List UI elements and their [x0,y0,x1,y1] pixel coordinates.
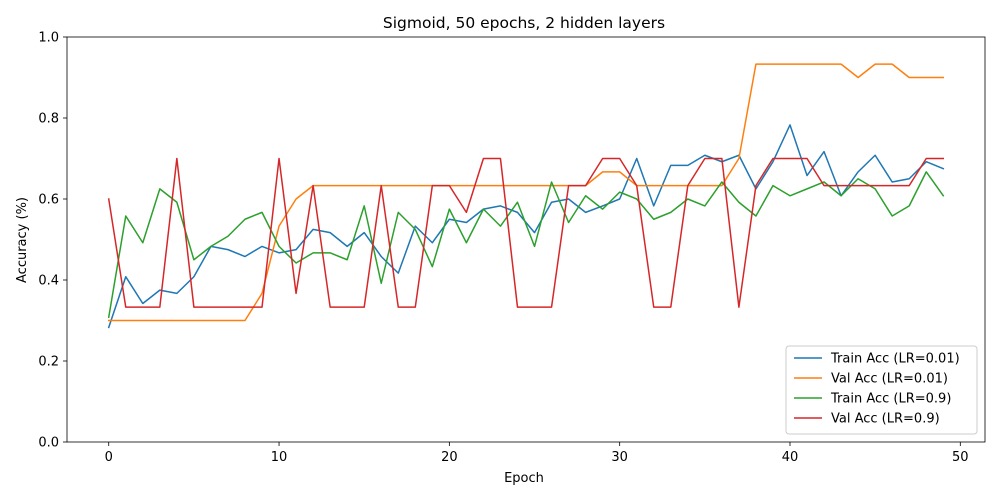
axes-frame [66,36,986,443]
series-line-2 [107,63,945,322]
x-tick-label: 30 [611,450,628,465]
legend-entry-2: Val Acc (LR=0.01) [831,372,948,387]
y-tick-label: 0.2 [38,355,59,370]
legend-entry-1: Train Acc (LR=0.01) [830,352,960,367]
x-tick-label: 50 [952,450,969,465]
x-tick-label: 40 [782,450,799,465]
x-axis-label: Epoch [504,471,544,486]
x-tick-label: 10 [271,450,288,465]
legend-entry-3: Train Acc (LR=0.9) [830,392,951,407]
y-tick-label: 1.0 [38,31,59,46]
legend-entry-4: Val Acc (LR=0.9) [831,412,940,427]
y-tick-label: 0.4 [38,274,59,289]
x-tick-label: 0 [105,450,113,465]
legend-box [785,345,978,435]
plot-area: 0 10 20 30 40 50 0.0 0.2 0.4 0.6 0.8 1.0 [38,31,986,465]
legend: Train Acc (LR=0.01) Val Acc (LR=0.01) Trai… [785,345,978,435]
y-tick-label: 0.0 [38,436,59,451]
y-axis-label: Accuracy (%) [15,197,30,283]
series-line-4 [107,157,945,308]
series-line-3 [107,171,945,319]
x-tick-label: 20 [441,450,458,465]
y-tick-label: 0.6 [38,193,59,208]
chart-title: Sigmoid, 50 epochs, 2 hidden layers [383,14,665,32]
y-tick-label: 0.8 [38,112,59,127]
